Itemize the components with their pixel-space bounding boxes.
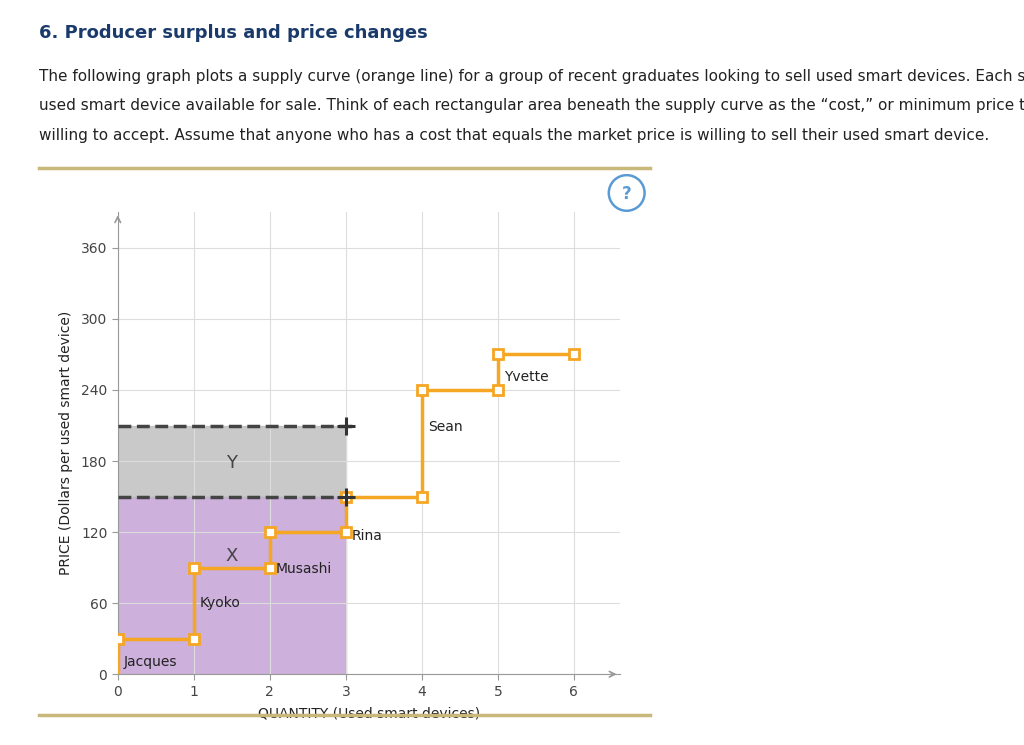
Text: willing to accept. Assume that anyone who has a cost that equals the market pric: willing to accept. Assume that anyone wh… [39, 128, 989, 143]
Text: Sean: Sean [428, 419, 463, 434]
Y-axis label: PRICE (Dollars per used smart device): PRICE (Dollars per used smart device) [58, 311, 73, 575]
Text: 6. Producer surplus and price changes: 6. Producer surplus and price changes [39, 24, 428, 42]
Text: X: X [225, 547, 238, 565]
Text: Musashi: Musashi [275, 562, 332, 576]
X-axis label: QUANTITY (Used smart devices): QUANTITY (Used smart devices) [258, 707, 479, 721]
Text: Kyoko: Kyoko [200, 596, 241, 610]
Text: Yvette: Yvette [504, 370, 549, 384]
Text: ?: ? [622, 185, 632, 203]
Text: Jacques: Jacques [124, 656, 177, 669]
Text: used smart device available for sale. Think of each rectangular area beneath the: used smart device available for sale. Th… [39, 98, 1024, 113]
Text: Y: Y [226, 454, 238, 472]
Circle shape [609, 175, 644, 211]
Text: Rina: Rina [352, 528, 383, 542]
Text: The following graph plots a supply curve (orange line) for a group of recent gra: The following graph plots a supply curve… [39, 69, 1024, 83]
